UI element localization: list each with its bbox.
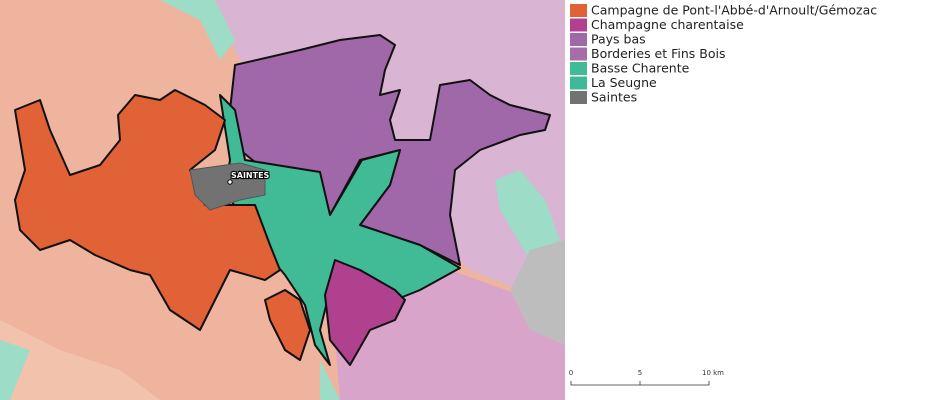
legend-panel: [565, 0, 936, 400]
legend-label: Campagne de Pont-l'Abbé-d'Arnoult/Gémoza…: [591, 3, 877, 18]
legend-swatch: [570, 33, 587, 46]
legend-swatch: [570, 47, 587, 61]
region-saintes: [189, 162, 266, 211]
region-campagne: [264, 289, 311, 361]
legend-swatch: [570, 4, 587, 17]
legend-label: Pays bas: [591, 32, 646, 47]
legend-swatch: [570, 91, 587, 104]
scale-label: 5: [638, 369, 642, 377]
legend-label: Saintes: [591, 90, 637, 105]
scale-line: [570, 381, 710, 386]
background-area: [495, 170, 560, 260]
legend: Campagne de Pont-l'Abbé-d'Arnoult/Gémoza…: [570, 3, 877, 105]
background-area: [510, 240, 565, 345]
legend-label: Champagne charentaise: [591, 17, 744, 32]
city-marker: [227, 179, 233, 185]
legend-swatch: [570, 62, 587, 75]
city-label: SAINTES: [231, 171, 270, 180]
background-area: [0, 340, 30, 400]
region-champagne: [324, 259, 406, 366]
legend-label: Basse Charente: [591, 61, 690, 76]
scale-label: 10 km: [702, 369, 724, 377]
region-campagne: [14, 89, 281, 331]
background-area: [160, 0, 565, 300]
legend-label: Borderies et Fins Bois: [591, 46, 726, 61]
legend-label: La Seugne: [591, 75, 657, 90]
background-area: [160, 0, 235, 60]
scale-label: 0: [569, 369, 573, 377]
scale-bar: 0 5 10 km: [569, 369, 724, 386]
background-area: [0, 320, 160, 400]
regions: [14, 34, 551, 366]
legend-swatch: [570, 76, 587, 90]
legend-swatch: [570, 18, 587, 32]
background-area: [320, 360, 340, 400]
